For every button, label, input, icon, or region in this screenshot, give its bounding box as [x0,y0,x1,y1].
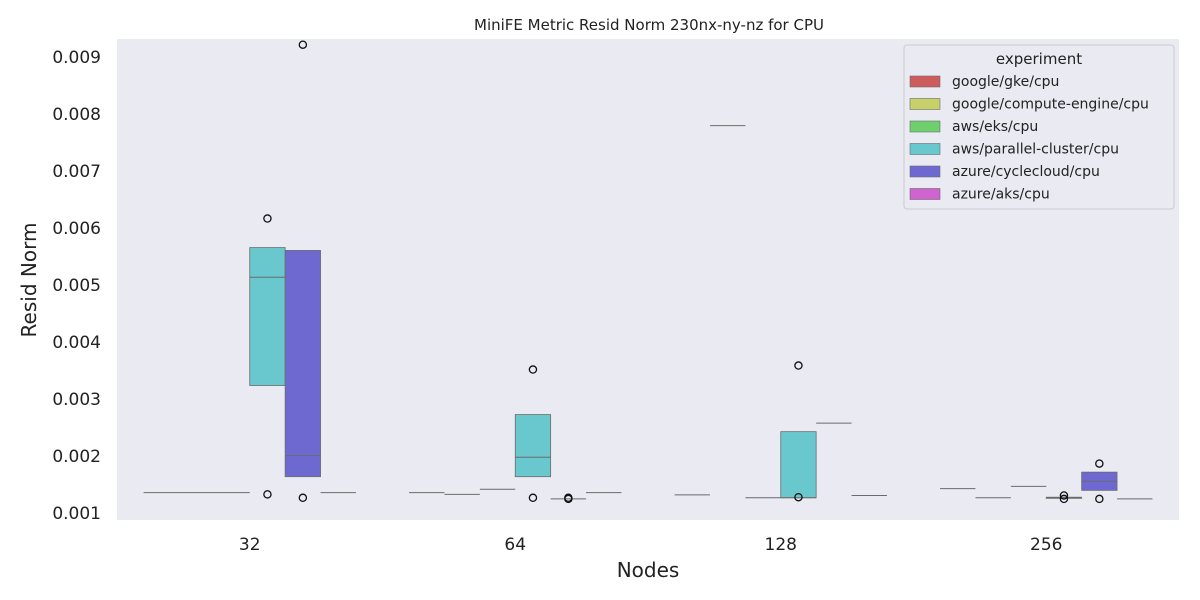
outlier-point [263,490,272,499]
outlier-point [1059,491,1069,500]
legend-label: azure/cyclecloud/cpu [952,164,1100,180]
box-rect [780,431,817,499]
legend-label: azure/aks/cpu [952,187,1050,203]
outlier-point [794,361,803,370]
box-rect [249,247,286,386]
box-marks [143,40,1153,504]
legend-swatch [909,165,941,178]
legend: experiment google/gke/cpu google/compute-e… [903,44,1175,210]
y-tick-label: 0.001 [52,504,101,524]
outlier-point [528,365,538,374]
x-tick-label: 32 [239,535,261,555]
chart-title: MiniFE Metric Resid Norm 230nx-ny-nz for… [474,16,824,34]
legend-label: aws/parallel-cluster/cpu [952,142,1119,158]
legend-box [903,44,1175,210]
legend-swatch [909,143,941,155]
outlier-point [564,494,573,504]
outlier-point [298,40,308,49]
legend-swatch [909,120,941,133]
outlier-point [1059,494,1069,504]
legend-label: aws/eks/cpu [952,119,1038,135]
legend-title: experiment [996,50,1082,68]
legend-swatch [909,98,941,110]
x-axis-ticks: 32 64 128 256 [239,535,1063,555]
outlier-point [794,492,803,502]
y-tick-label: 0.002 [52,447,101,467]
x-tick-label: 256 [1030,535,1062,555]
y-tick-label: 0.006 [52,219,101,239]
y-tick-label: 0.007 [52,162,101,182]
legend-swatch [909,75,941,88]
outlier-point [1095,494,1104,504]
box-rect [514,414,552,478]
x-tick-label: 128 [765,535,797,555]
y-tick-label: 0.005 [52,276,101,296]
x-tick-label: 64 [504,535,526,555]
y-tick-label: 0.008 [52,105,101,125]
outlier-point [1095,459,1104,468]
x-axis-label: Nodes [617,558,680,582]
outlier-point [528,493,538,503]
y-tick-label: 0.009 [52,48,101,68]
outlier-point [263,214,272,223]
y-axis-label: Resid Norm [17,223,41,338]
legend-label: google/compute-engine/cpu [952,97,1149,113]
outlier-point [298,493,308,503]
legend-swatch [909,188,941,200]
y-tick-label: 0.003 [52,390,101,410]
y-tick-label: 0.004 [52,333,101,353]
y-axis-ticks: 0.001 0.002 0.003 0.004 0.005 0.006 0.007 0.008… [52,48,101,524]
legend-label: google/gke/cpu [952,74,1059,90]
box-rect [284,250,321,478]
